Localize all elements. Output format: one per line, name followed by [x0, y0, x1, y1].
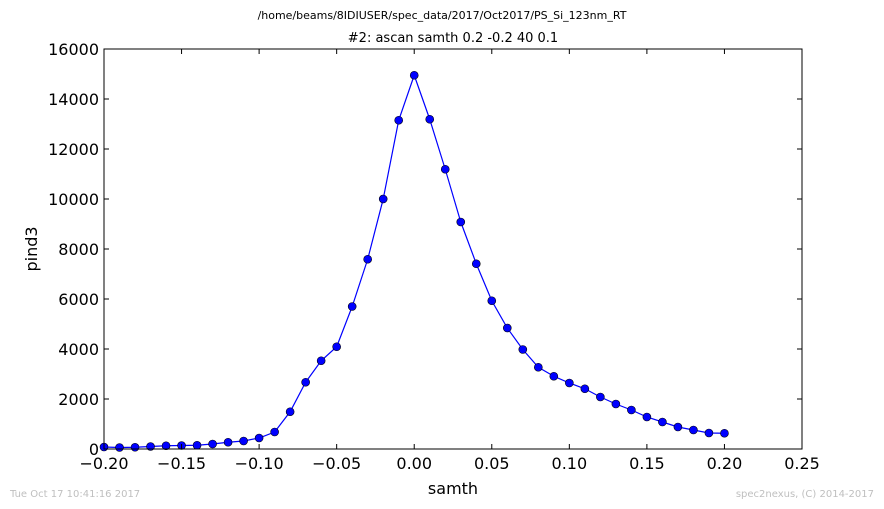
data-point [487, 296, 497, 306]
data-point [254, 433, 264, 443]
data-point [580, 384, 590, 394]
y-tick-label: 2000 [58, 390, 99, 409]
data-point [689, 425, 698, 435]
tick-layer: −0.20 −0.15 −0.10 −0.05 0.00 0.05 0.10 0.15 0.20… [48, 40, 820, 473]
data-point [192, 440, 202, 450]
x-tick-label: −0.10 [235, 454, 284, 473]
x-tick-label: −0.15 [157, 454, 206, 473]
data-point [704, 428, 714, 438]
data-point [409, 70, 419, 80]
data-point [301, 377, 310, 387]
data-point [378, 194, 388, 204]
x-tick-label: 0.20 [707, 454, 743, 473]
data-point [471, 259, 481, 269]
data-point [642, 412, 652, 422]
data-point [363, 254, 372, 264]
y-tick-label: 10000 [48, 190, 99, 209]
data-point [332, 342, 341, 352]
plot-area [104, 49, 802, 449]
y-tick-label: 4000 [58, 340, 99, 359]
data-point [270, 427, 279, 437]
y-tick-label: 6000 [58, 290, 99, 309]
data-point [549, 371, 559, 381]
y-tick-label: 12000 [48, 140, 99, 159]
data-point [223, 437, 233, 447]
x-tick-label: 0.25 [784, 454, 820, 473]
data-point [518, 345, 528, 354]
x-tick-label: 0.05 [474, 454, 510, 473]
x-tick-label: 0.00 [396, 454, 432, 473]
data-point [673, 422, 683, 432]
data-point [534, 362, 543, 372]
y-tick-label: 16000 [48, 40, 99, 59]
data-point [627, 405, 636, 415]
x-tick-label: −0.05 [312, 454, 361, 473]
data-point [658, 417, 667, 427]
x-tick-label: 0.15 [629, 454, 665, 473]
y-tick-label: 8000 [58, 240, 99, 259]
chart-suptitle: /home/beams/8IDIUSER/spec_data/2017/Oct2… [258, 9, 627, 22]
data-point [347, 302, 357, 311]
chart-title: #2: ascan samth 0.2 -0.2 40 0.1 [348, 31, 558, 46]
data-point [394, 115, 404, 125]
y-tick-label: 0 [89, 440, 99, 459]
data-point [502, 323, 512, 333]
data-point [596, 392, 605, 402]
data-point [565, 378, 574, 388]
plot-frame [103, 48, 803, 450]
data-point [440, 164, 450, 174]
data-point [425, 114, 435, 124]
footer-credit: spec2nexus, (C) 2014-2017 [735, 489, 874, 500]
x-axis-label: samth [428, 479, 478, 498]
data-point [720, 428, 729, 438]
y-tick-label: 14000 [48, 90, 99, 109]
x-tick-label: −0.20 [79, 454, 128, 473]
data-point [239, 436, 248, 446]
data-point [208, 439, 217, 449]
data-point [161, 441, 171, 451]
data-point [456, 217, 466, 227]
data-point [316, 356, 326, 366]
data-point [285, 407, 295, 417]
footer-timestamp: Tue Oct 17 10:41:16 2017 [10, 489, 141, 500]
data-point [130, 442, 140, 452]
y-axis-label: pind3 [22, 226, 41, 271]
data-point [115, 443, 124, 452]
data-point [611, 399, 621, 409]
x-tick-label: 0.10 [552, 454, 588, 473]
